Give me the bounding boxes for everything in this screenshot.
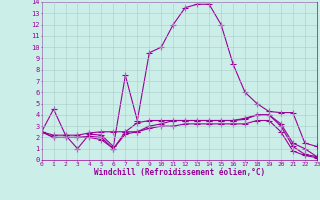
X-axis label: Windchill (Refroidissement éolien,°C): Windchill (Refroidissement éolien,°C) [94, 168, 265, 177]
